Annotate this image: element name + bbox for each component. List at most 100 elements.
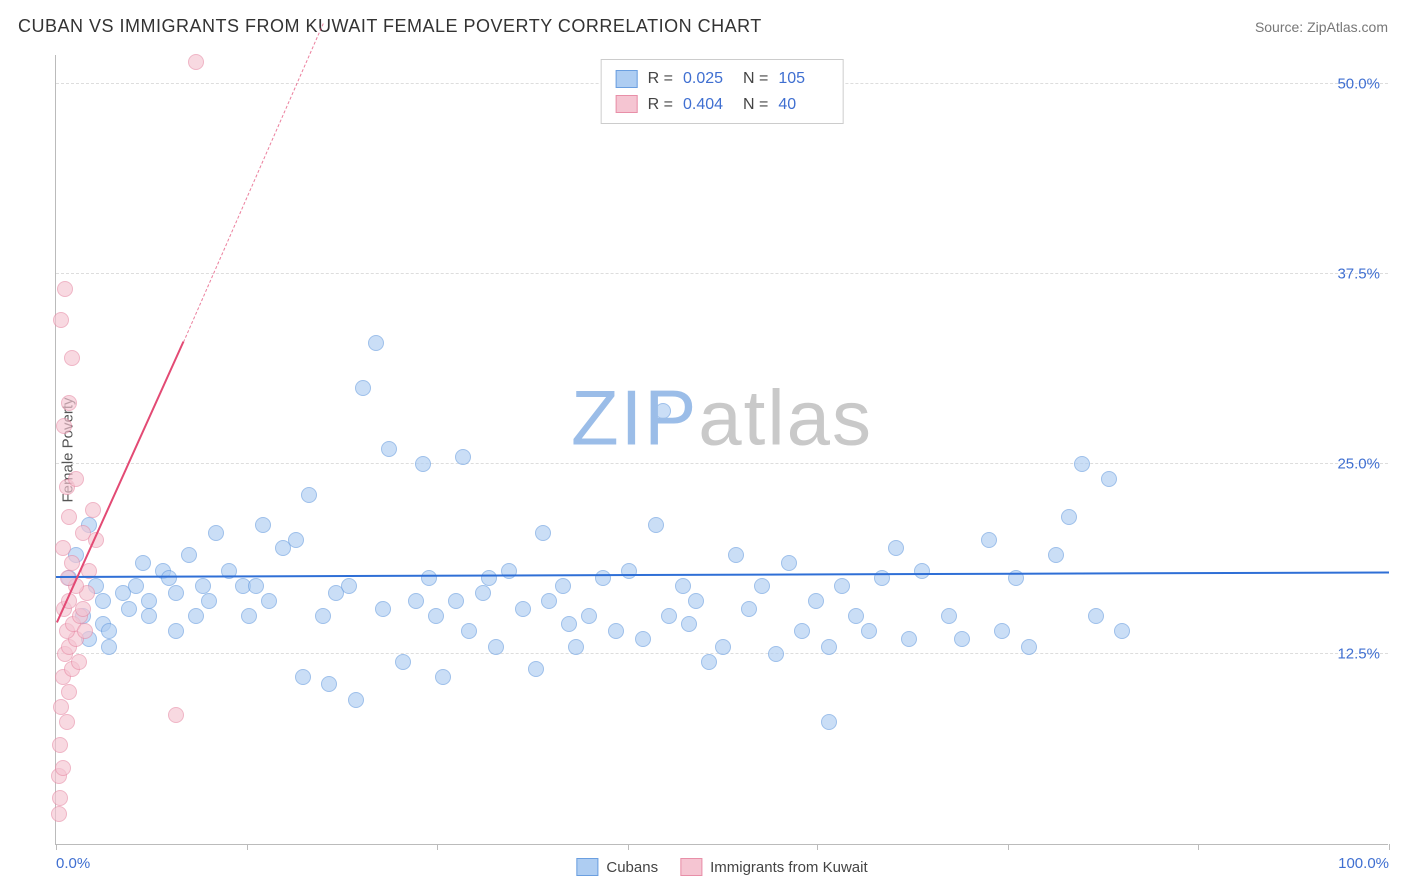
data-point bbox=[941, 608, 957, 624]
data-point bbox=[561, 616, 577, 632]
data-point bbox=[188, 54, 204, 70]
data-point bbox=[135, 555, 151, 571]
chart-title: CUBAN VS IMMIGRANTS FROM KUWAIT FEMALE P… bbox=[18, 16, 762, 37]
stats-legend-row: R =0.404N =40 bbox=[616, 92, 829, 118]
r-value: 0.025 bbox=[683, 66, 733, 92]
data-point bbox=[675, 578, 691, 594]
data-point bbox=[595, 570, 611, 586]
data-point bbox=[455, 449, 471, 465]
data-point bbox=[488, 639, 504, 655]
data-point bbox=[101, 639, 117, 655]
data-point bbox=[255, 517, 271, 533]
xtick bbox=[56, 844, 57, 850]
ytick-label: 37.5% bbox=[1337, 266, 1380, 283]
data-point bbox=[728, 547, 744, 563]
data-point bbox=[448, 593, 464, 609]
data-point bbox=[128, 578, 144, 594]
data-point bbox=[71, 654, 87, 670]
data-point bbox=[168, 623, 184, 639]
data-point bbox=[581, 608, 597, 624]
xtick bbox=[1389, 844, 1390, 850]
header: CUBAN VS IMMIGRANTS FROM KUWAIT FEMALE P… bbox=[18, 16, 1388, 37]
plot-area: Female Poverty ZIPatlas R =0.025N =105R … bbox=[55, 55, 1388, 845]
data-point bbox=[1088, 608, 1104, 624]
data-point bbox=[121, 601, 137, 617]
data-point bbox=[954, 631, 970, 647]
data-point bbox=[61, 509, 77, 525]
xtick bbox=[1198, 844, 1199, 850]
data-point bbox=[1048, 547, 1064, 563]
data-point bbox=[1021, 639, 1037, 655]
series-name: Cubans bbox=[606, 859, 658, 876]
legend-swatch bbox=[680, 858, 702, 876]
data-point bbox=[834, 578, 850, 594]
data-point bbox=[168, 585, 184, 601]
stats-legend: R = 0.025 N = 105R =0.404N =40 bbox=[601, 59, 844, 124]
data-point bbox=[64, 555, 80, 571]
data-point bbox=[568, 639, 584, 655]
data-point bbox=[261, 593, 277, 609]
data-point bbox=[848, 608, 864, 624]
gridline bbox=[56, 463, 1388, 464]
legend-swatch bbox=[576, 858, 598, 876]
data-point bbox=[355, 380, 371, 396]
data-point bbox=[608, 623, 624, 639]
legend-swatch bbox=[616, 95, 638, 113]
watermark-atlas: atlas bbox=[698, 373, 873, 461]
data-point bbox=[535, 525, 551, 541]
data-point bbox=[481, 570, 497, 586]
legend-swatch bbox=[616, 70, 638, 88]
data-point bbox=[688, 593, 704, 609]
data-point bbox=[77, 623, 93, 639]
data-point bbox=[808, 593, 824, 609]
data-point bbox=[375, 601, 391, 617]
data-point bbox=[715, 639, 731, 655]
n-label: N = bbox=[743, 66, 768, 92]
data-point bbox=[681, 616, 697, 632]
data-point bbox=[341, 578, 357, 594]
data-point bbox=[53, 312, 69, 328]
data-point bbox=[461, 623, 477, 639]
data-point bbox=[288, 532, 304, 548]
data-point bbox=[781, 555, 797, 571]
trend-line bbox=[56, 572, 1389, 579]
data-point bbox=[741, 601, 757, 617]
data-point bbox=[661, 608, 677, 624]
data-point bbox=[475, 585, 491, 601]
stats-legend-row: R = 0.025 N = 105 bbox=[616, 66, 829, 92]
series-legend: Cubans Immigrants from Kuwait bbox=[576, 858, 867, 876]
xtick bbox=[437, 844, 438, 850]
n-label: N = bbox=[743, 92, 768, 118]
r-label: R = bbox=[648, 66, 673, 92]
data-point bbox=[541, 593, 557, 609]
data-point bbox=[655, 403, 671, 419]
series-legend-item: Cubans bbox=[576, 858, 658, 876]
n-value: 105 bbox=[778, 66, 828, 92]
ytick-label: 50.0% bbox=[1337, 76, 1380, 93]
series-legend-item: Immigrants from Kuwait bbox=[680, 858, 868, 876]
xtick bbox=[628, 844, 629, 850]
data-point bbox=[95, 593, 111, 609]
ytick-label: 12.5% bbox=[1337, 646, 1380, 663]
data-point bbox=[408, 593, 424, 609]
data-point bbox=[181, 547, 197, 563]
data-point bbox=[64, 350, 80, 366]
data-point bbox=[348, 692, 364, 708]
data-point bbox=[201, 593, 217, 609]
data-point bbox=[208, 525, 224, 541]
data-point bbox=[1114, 623, 1130, 639]
data-point bbox=[52, 737, 68, 753]
data-point bbox=[395, 654, 411, 670]
data-point bbox=[981, 532, 997, 548]
data-point bbox=[648, 517, 664, 533]
data-point bbox=[368, 335, 384, 351]
gridline bbox=[56, 273, 1388, 274]
xtick-label: 0.0% bbox=[56, 855, 90, 872]
data-point bbox=[188, 608, 204, 624]
data-point bbox=[61, 395, 77, 411]
data-point bbox=[1101, 471, 1117, 487]
data-point bbox=[1074, 456, 1090, 472]
data-point bbox=[168, 707, 184, 723]
data-point bbox=[621, 563, 637, 579]
data-point bbox=[55, 760, 71, 776]
